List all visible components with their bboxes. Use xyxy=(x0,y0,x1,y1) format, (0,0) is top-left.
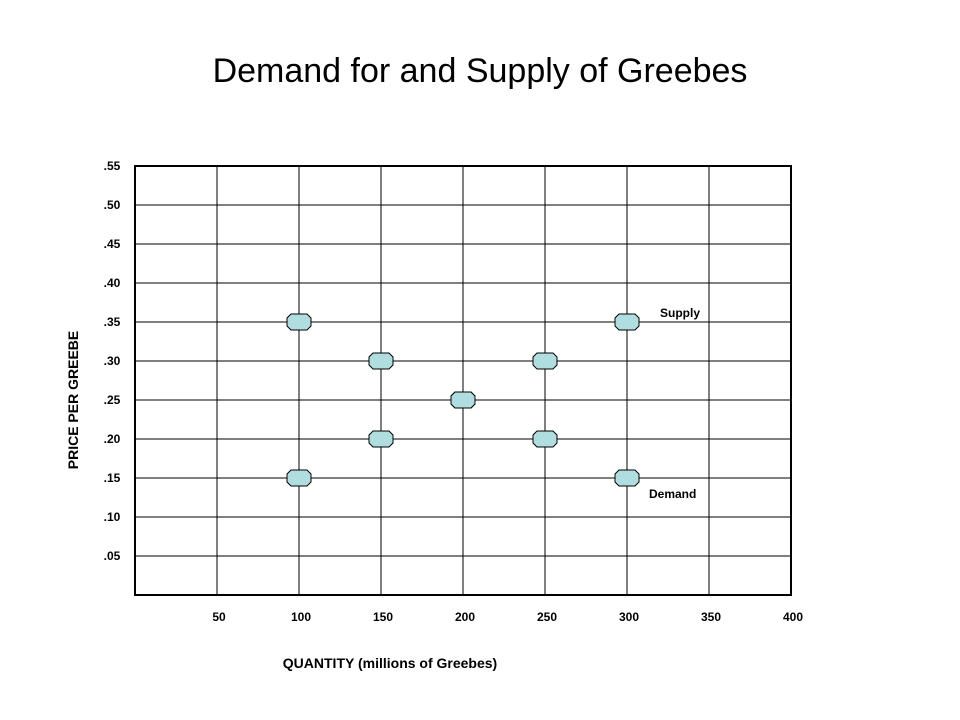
data-point-supply xyxy=(532,352,558,370)
x-tick-label: 200 xyxy=(455,610,475,624)
y-axis-title: PRICE PER GREEBE xyxy=(65,331,81,469)
y-tick-label: .35 xyxy=(104,315,121,329)
x-tick-label: 100 xyxy=(291,610,311,624)
y-tick-label: .55 xyxy=(104,159,121,173)
data-point-demand xyxy=(614,469,640,487)
x-tick-labels: 50 100 150 200 250 300 350 400 xyxy=(212,610,803,624)
y-tick-label: .45 xyxy=(104,237,121,251)
y-tick-label: .20 xyxy=(104,432,121,446)
data-point-demand xyxy=(450,391,476,409)
series-label-demand: Demand xyxy=(649,487,696,501)
x-axis-title: QUANTITY (millions of Greebes) xyxy=(283,655,497,671)
y-tick-label: .05 xyxy=(104,549,121,563)
data-markers xyxy=(286,313,640,487)
x-tick-label: 150 xyxy=(373,610,393,624)
x-tick-label: 400 xyxy=(783,610,803,624)
y-tick-label: .15 xyxy=(104,471,121,485)
y-tick-label: .40 xyxy=(104,276,121,290)
x-tick-label: 250 xyxy=(537,610,557,624)
plot-frame xyxy=(134,165,792,596)
x-tick-label: 350 xyxy=(701,610,721,624)
data-point-demand xyxy=(532,430,558,448)
chart-title: Demand for and Supply of Greebes xyxy=(212,52,748,90)
y-tick-label: .50 xyxy=(104,198,121,212)
y-tick-label: .30 xyxy=(104,354,121,368)
series-label-supply: Supply xyxy=(660,306,700,320)
y-tick-label: .25 xyxy=(104,393,121,407)
series-labels: Supply Demand xyxy=(649,306,700,501)
grid-layer xyxy=(135,166,791,595)
data-point-supply xyxy=(368,430,394,448)
x-tick-label: 300 xyxy=(619,610,639,624)
y-tick-label: .10 xyxy=(104,510,121,524)
y-tick-labels: .05 .10 .15 .20 .25 .30 .35 .40 .45 .50 .55 xyxy=(104,159,121,563)
x-tick-label: 50 xyxy=(212,610,226,624)
data-point-supply xyxy=(286,469,312,487)
data-point-demand xyxy=(286,313,312,331)
data-point-demand xyxy=(368,352,394,370)
data-point-supply xyxy=(614,313,640,331)
